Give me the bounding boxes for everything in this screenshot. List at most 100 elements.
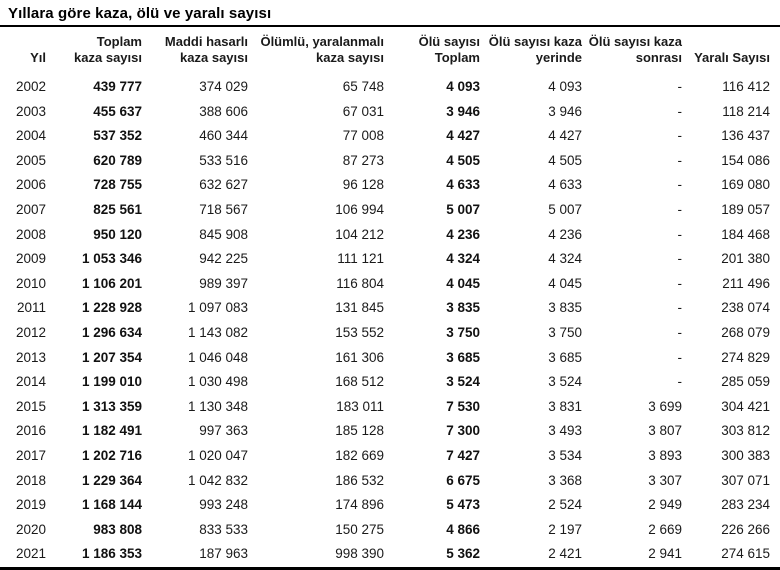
total-accidents-cell: 1 106 201 <box>81 275 142 291</box>
year-cell: 2017 <box>15 447 46 463</box>
table-row: 2011 1 228 928 1 097 083 131 845 3 835 3 835 -… <box>0 296 780 321</box>
statistics-table: Yıl Toplam kaza sayısı Maddi hasarlı kaz… <box>0 27 780 567</box>
material-damage-accidents-cell: 942 225 <box>199 251 248 267</box>
total-accidents-cell: 1 182 491 <box>81 423 142 439</box>
year-cell: 2018 <box>15 472 46 488</box>
deaths-total-cell: 7 427 <box>446 447 480 463</box>
material-damage-accidents-cell: 1 143 082 <box>187 324 248 340</box>
deaths-total-cell: 4 045 <box>446 275 480 291</box>
table-row: 2018 1 229 364 1 042 832 186 532 6 675 3 368 3… <box>0 469 780 494</box>
deaths-after-accident-cell: - <box>677 128 683 144</box>
death-injury-accidents-cell: 104 212 <box>335 226 384 242</box>
year-cell: 2007 <box>15 201 46 217</box>
deaths-total-cell: 4 633 <box>446 177 480 193</box>
deaths-after-accident-cell: 2 941 <box>648 546 682 562</box>
material-damage-accidents-cell: 632 627 <box>199 177 248 193</box>
deaths-after-accident-cell: - <box>677 374 683 390</box>
deaths-at-scene-cell: 4 324 <box>548 251 582 267</box>
deaths-after-accident-cell: - <box>677 275 683 291</box>
table-row: 2006 728 755 632 627 96 128 4 633 4 633 - 169 0… <box>0 173 780 198</box>
deaths-at-scene-cell: 4 093 <box>548 79 582 94</box>
header-year: Yıl <box>30 50 46 65</box>
material-damage-accidents-cell: 1 020 047 <box>187 447 248 463</box>
deaths-total-cell: 7 300 <box>446 423 480 439</box>
death-injury-accidents-cell: 96 128 <box>342 177 384 193</box>
deaths-at-scene-cell: 3 368 <box>548 472 582 488</box>
death-injury-accidents-cell: 998 390 <box>335 546 384 562</box>
death-injury-accidents-cell: 153 552 <box>335 324 384 340</box>
deaths-at-scene-cell: 4 427 <box>548 128 582 144</box>
injured-cell: 283 234 <box>721 497 770 513</box>
year-cell: 2003 <box>15 103 46 119</box>
deaths-total-cell: 3 685 <box>446 349 480 365</box>
material-damage-accidents-cell: 997 363 <box>199 423 248 439</box>
death-injury-accidents-cell: 168 512 <box>335 374 384 390</box>
death-injury-accidents-cell: 161 306 <box>335 349 384 365</box>
year-cell: 2014 <box>15 374 46 390</box>
deaths-total-cell: 7 530 <box>446 398 480 414</box>
header-row: Yıl Toplam kaza sayısı Maddi hasarlı kaz… <box>0 27 780 75</box>
year-cell: 2020 <box>15 521 46 537</box>
material-damage-accidents-cell: 1 042 832 <box>187 472 248 488</box>
material-damage-accidents-cell: 460 344 <box>199 128 248 144</box>
injured-cell: 304 421 <box>721 398 770 414</box>
material-damage-accidents-cell: 833 533 <box>199 521 248 537</box>
deaths-total-cell: 3 524 <box>446 374 480 390</box>
death-injury-accidents-cell: 65 748 <box>342 79 384 94</box>
table-title: Yıllara göre kaza, ölü ve yaralı sayısı <box>8 5 272 22</box>
deaths-total-cell: 6 675 <box>446 472 480 488</box>
material-damage-accidents-cell: 989 397 <box>199 275 248 291</box>
total-accidents-cell: 1 296 634 <box>81 324 142 340</box>
year-cell: 2019 <box>15 497 46 513</box>
total-accidents-cell: 1 207 354 <box>81 349 142 365</box>
table-row: 2015 1 313 359 1 130 348 183 011 7 530 3 831 3… <box>0 395 780 420</box>
material-damage-accidents-cell: 187 963 <box>199 546 248 562</box>
injured-cell: 274 615 <box>721 546 770 562</box>
deaths-after-accident-cell: 3 307 <box>648 472 682 488</box>
injured-cell: 238 074 <box>721 300 770 316</box>
total-accidents-cell: 1 168 144 <box>81 497 142 513</box>
deaths-after-accident-cell: 3 699 <box>648 398 682 414</box>
year-cell: 2013 <box>15 349 46 365</box>
deaths-after-accident-cell: - <box>677 300 683 316</box>
deaths-after-accident-cell: - <box>677 251 683 267</box>
year-cell: 2009 <box>15 251 46 267</box>
table-header: Yıl Toplam kaza sayısı Maddi hasarlı kaz… <box>0 27 780 75</box>
death-injury-accidents-cell: 185 128 <box>335 423 384 439</box>
death-injury-accidents-cell: 186 532 <box>335 472 384 488</box>
total-accidents-cell: 620 789 <box>93 152 142 168</box>
deaths-after-accident-cell: - <box>677 349 683 365</box>
year-cell: 2005 <box>15 152 46 168</box>
material-damage-accidents-cell: 718 567 <box>199 201 248 217</box>
injured-cell: 303 812 <box>721 423 770 439</box>
deaths-total-cell: 4 505 <box>446 152 480 168</box>
total-accidents-cell: 455 637 <box>93 103 142 119</box>
total-accidents-cell: 537 352 <box>93 128 142 144</box>
deaths-at-scene-cell: 4 045 <box>548 275 582 291</box>
table-row: 2014 1 199 010 1 030 498 168 512 3 524 3 524 -… <box>0 370 780 395</box>
material-damage-accidents-cell: 1 130 348 <box>187 398 248 414</box>
table-row: 2017 1 202 716 1 020 047 182 669 7 427 3 534 3… <box>0 444 780 469</box>
deaths-after-accident-cell: 2 669 <box>648 521 682 537</box>
table-row: 2005 620 789 533 516 87 273 4 505 4 505 - 154 0… <box>0 149 780 174</box>
year-cell: 2012 <box>15 324 46 340</box>
total-accidents-cell: 1 202 716 <box>81 447 142 463</box>
death-injury-accidents-cell: 183 011 <box>336 398 384 414</box>
table-row: 2021 1 186 353 187 963 998 390 5 362 2 421 2 9… <box>0 542 780 567</box>
header-material-damage-accidents: Maddi hasarlı kaza sayısı <box>164 34 248 65</box>
injured-cell: 285 059 <box>721 374 770 390</box>
total-accidents-cell: 439 777 <box>93 79 142 94</box>
death-injury-accidents-cell: 106 994 <box>335 201 384 217</box>
year-cell: 2008 <box>15 226 46 242</box>
deaths-at-scene-cell: 4 236 <box>548 226 582 242</box>
bottom-rule <box>0 566 780 570</box>
material-damage-accidents-cell: 374 029 <box>199 79 248 94</box>
deaths-at-scene-cell: 3 493 <box>548 423 582 439</box>
injured-cell: 169 080 <box>721 177 770 193</box>
material-damage-accidents-cell: 993 248 <box>199 497 248 513</box>
deaths-at-scene-cell: 2 197 <box>548 521 582 537</box>
header-deaths-after-accident: Ölü sayısı kaza sonrası <box>588 34 682 65</box>
injured-cell: 300 383 <box>721 447 770 463</box>
injured-cell: 184 468 <box>721 226 770 242</box>
year-cell: 2006 <box>15 177 46 193</box>
